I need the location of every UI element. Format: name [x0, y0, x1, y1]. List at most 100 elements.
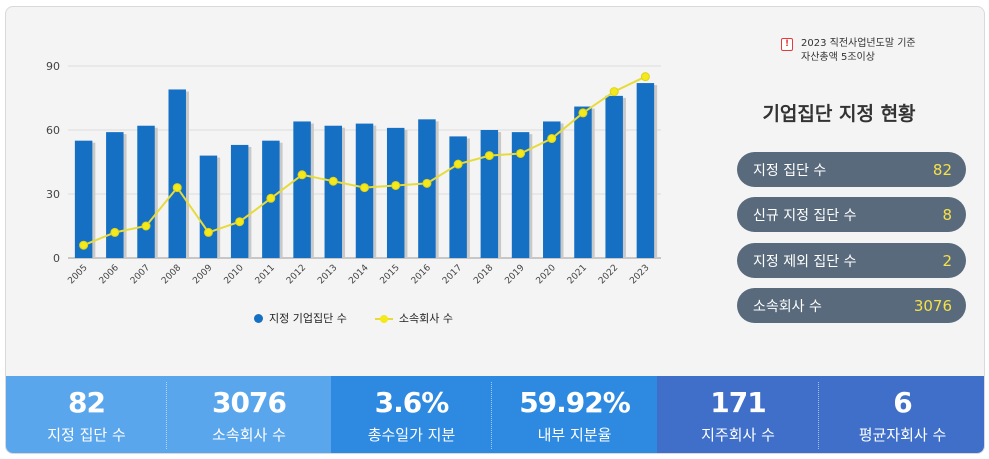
line-point — [203, 227, 213, 237]
line-point — [297, 170, 307, 180]
stats-bar: 82 지정 집단 수 3076 소속회사 수 3.6% 총수일가 지분 59.9… — [6, 376, 984, 453]
panel-item-label: 지정 집단 수 — [753, 162, 827, 179]
bar — [324, 125, 343, 258]
stat-value: 171 — [710, 386, 766, 419]
legend-line-label: 소속회사 수 — [398, 312, 453, 325]
y-tick-label: 90 — [46, 60, 60, 73]
x-tick-label: 2006 — [98, 263, 121, 286]
x-tick-label: 2014 — [347, 263, 370, 286]
y-tick-label: 60 — [46, 124, 60, 137]
panel-item-value: 8 — [942, 205, 952, 224]
stat-value: 59.92% — [519, 386, 631, 419]
stat-label: 총수일가 지분 — [367, 426, 456, 444]
panel-item-new: 신규 지정 집단 수 8 — [737, 197, 966, 232]
line-point — [172, 183, 182, 193]
x-tick-label: 2022 — [597, 263, 620, 286]
legend-item-line[interactable]: 소속회사 수 — [374, 310, 453, 326]
stat-label: 지정 집단 수 — [47, 426, 126, 444]
bar — [511, 132, 530, 258]
stat-value: 3076 — [212, 386, 287, 419]
bar — [574, 106, 592, 259]
bar — [636, 83, 655, 258]
panel-item-label: 신규 지정 집단 수 — [753, 207, 857, 224]
x-tick-label: 2011 — [254, 263, 277, 286]
x-tick-label: 2019 — [503, 263, 526, 286]
x-tick-label: 2005 — [66, 263, 89, 286]
bar — [199, 155, 218, 258]
bar — [386, 127, 405, 258]
x-tick-label: 2020 — [535, 263, 558, 286]
line-point — [266, 193, 276, 203]
stat-internal-share: 59.92% 내부 지분율 — [492, 376, 657, 453]
y-tick-label: 30 — [46, 188, 60, 201]
x-tick-label: 2015 — [379, 263, 402, 286]
panel-item-designated: 지정 집단 수 82 — [737, 152, 966, 187]
line-point — [609, 87, 619, 97]
x-tick-label: 2018 — [472, 263, 495, 286]
line-point — [640, 72, 650, 82]
panel-item-value: 82 — [932, 160, 952, 179]
line-point — [235, 217, 245, 227]
x-tick-label: 2013 — [316, 263, 339, 286]
x-tick-label: 2023 — [628, 263, 651, 286]
line-point — [453, 159, 463, 169]
stat-avg-subsidiaries: 6 평균자회사 수 — [819, 376, 984, 453]
bar — [293, 121, 311, 258]
stat-value: 3.6% — [374, 386, 450, 419]
stat-designated-groups: 82 지정 집단 수 — [6, 376, 167, 453]
y-tick-label: 0 — [53, 252, 60, 265]
line-point — [422, 178, 432, 188]
x-tick-label: 2016 — [410, 263, 433, 286]
line-point — [141, 221, 151, 231]
bar — [543, 121, 561, 258]
line-point — [516, 148, 526, 158]
legend-bar-swatch — [254, 313, 263, 323]
line-point — [110, 227, 120, 237]
stat-owner-family-share: 3.6% 총수일가 지분 — [331, 376, 492, 453]
bar — [168, 89, 186, 258]
bar — [137, 125, 155, 258]
note-line-2: 자산총액 5조이상 — [801, 52, 875, 63]
line-point — [328, 176, 338, 186]
note-line-1: 2023 직전사업년도말 기준 — [801, 38, 916, 49]
panel-item-value: 3076 — [913, 296, 952, 315]
line-point — [484, 151, 494, 161]
stat-label: 소속회사 수 — [212, 426, 286, 444]
panel-item-label: 소속회사 수 — [753, 298, 822, 315]
x-tick-label: 2017 — [441, 263, 464, 286]
panel-item-affiliates: 소속회사 수 3076 — [737, 288, 966, 323]
line-point — [547, 134, 557, 144]
panel-item-excluded: 지정 제외 집단 수 2 — [737, 243, 966, 278]
bar — [74, 140, 93, 258]
x-tick-label: 2007 — [129, 263, 152, 286]
panel-title: 기업집단 지정 현황 — [762, 103, 916, 125]
stat-value: 82 — [68, 386, 106, 419]
x-tick-label: 2009 — [191, 263, 214, 286]
bar — [230, 144, 249, 258]
line-point — [391, 180, 401, 190]
bar — [449, 136, 467, 258]
legend-line-swatch — [374, 314, 393, 323]
x-tick-label: 2008 — [160, 263, 183, 286]
line-point — [79, 240, 89, 250]
line-point — [360, 183, 369, 193]
legend-item-bars[interactable]: 지정 기업집단 수 — [254, 310, 347, 326]
panel-item-value: 2 — [942, 251, 952, 270]
stat-value: 6 — [893, 386, 913, 419]
line-point — [578, 108, 588, 118]
x-tick-label: 2012 — [285, 263, 308, 286]
bar — [605, 95, 623, 258]
basis-note: ! 2023 직전사업년도말 기준 자산총액 5조이상 — [781, 37, 916, 65]
panel-item-label: 지정 제외 집단 수 — [753, 253, 857, 270]
legend-bar-label: 지정 기업집단 수 — [269, 312, 347, 325]
x-tick-label: 2021 — [566, 263, 589, 286]
bar — [106, 132, 124, 258]
bar — [418, 119, 436, 258]
stat-holding-companies: 171 지주회사 수 — [657, 376, 819, 453]
stat-label: 내부 지분율 — [537, 426, 612, 444]
stat-label: 평균자회사 수 — [858, 426, 947, 444]
stat-label: 지주회사 수 — [701, 426, 775, 444]
dashboard-frame: 0 30 60 90 2005 2006 2007 2008 2009 2010 2011 2012 2… — [5, 6, 985, 454]
x-tick-label: 2010 — [223, 263, 246, 286]
chart-legend: 지정 기업집단 수 소속회사 수 — [254, 310, 453, 326]
